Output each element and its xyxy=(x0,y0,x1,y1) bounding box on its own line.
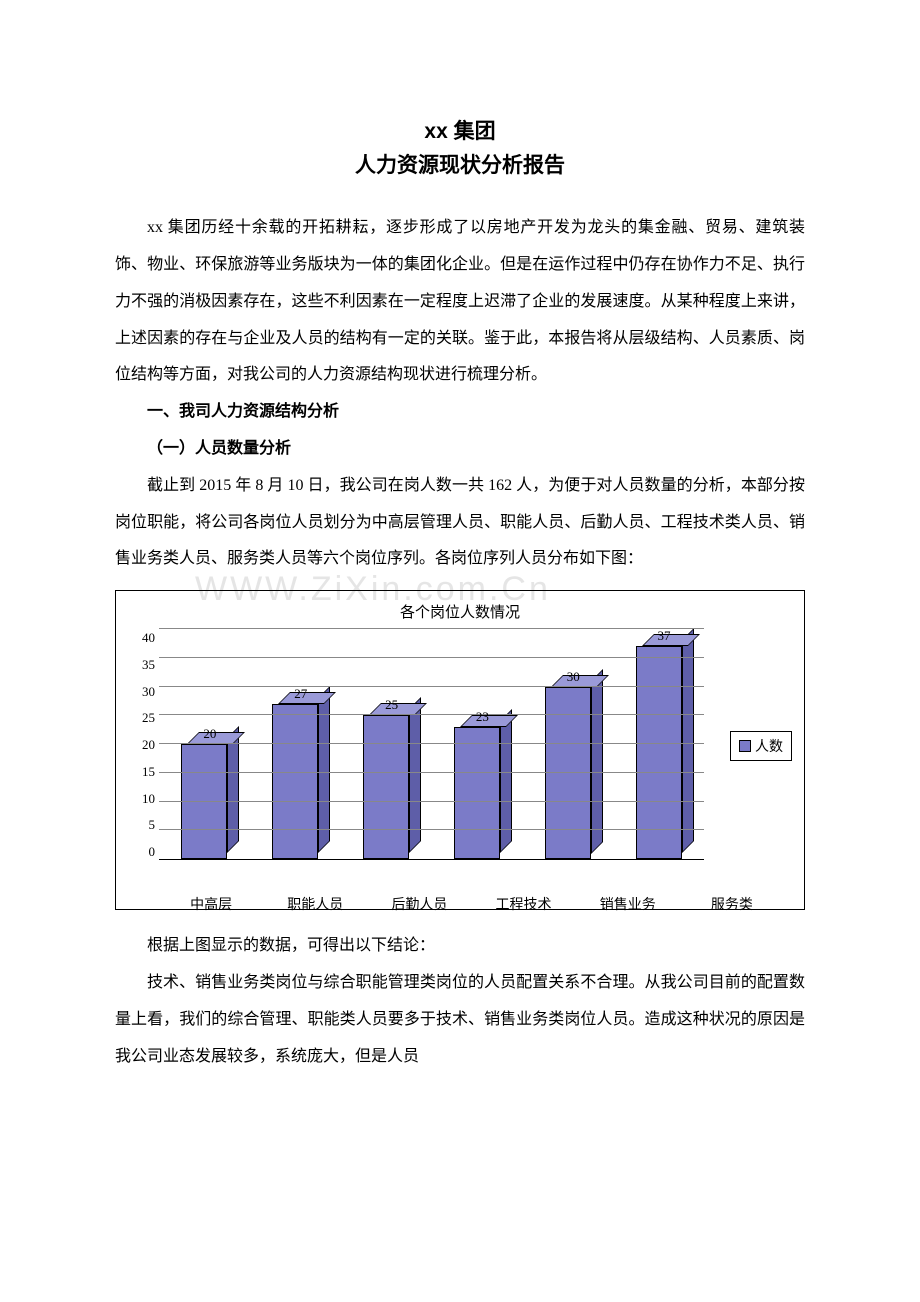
bar-value-label: 37 xyxy=(658,628,671,644)
gridline xyxy=(159,686,704,687)
bar-side-face xyxy=(318,686,330,853)
chart-plot-area: 40 35 30 25 20 15 10 5 0 20 27 25 23 30 37 xyxy=(124,630,796,890)
legend-label: 人数 xyxy=(755,736,783,756)
y-tick-label: 30 xyxy=(142,684,155,700)
doc-title-line2: 人力资源现状分析报告 xyxy=(115,149,805,183)
gridline xyxy=(159,657,704,658)
x-axis-label: 工程技术 xyxy=(488,894,560,914)
heading-1: 一、我司人力资源结构分析 xyxy=(115,394,805,431)
document-page: xx 集团 人力资源现状分析报告 xx 集团历经十余载的开拓耕耘，逐步形成了以房… xyxy=(115,115,805,1075)
heading-2: （一）人员数量分析 xyxy=(115,431,805,468)
gridline xyxy=(159,772,704,773)
gridline xyxy=(159,801,704,802)
bar-side-face xyxy=(682,628,694,853)
bar-side-face xyxy=(591,669,603,854)
bar-value-label: 25 xyxy=(385,697,398,713)
doc-title-line1: xx 集团 xyxy=(115,115,805,149)
y-tick-label: 40 xyxy=(142,630,155,646)
bar-group: 23 xyxy=(441,727,513,859)
bar-value-label: 30 xyxy=(567,669,580,685)
y-tick-label: 0 xyxy=(149,844,156,860)
body-section: xx 集团历经十余载的开拓耕耘，逐步形成了以房地产开发为龙头的集金融、贸易、建筑… xyxy=(115,210,805,578)
headcount-chart: 各个岗位人数情况 4035302520151050 202725233037 中… xyxy=(115,590,805,910)
intro-paragraph: xx 集团历经十余载的开拓耕耘，逐步形成了以房地产开发为龙头的集金融、贸易、建筑… xyxy=(115,210,805,394)
bar-front xyxy=(363,715,409,859)
y-tick-label: 5 xyxy=(149,817,156,833)
y-tick-label: 10 xyxy=(142,791,155,807)
bar-side-face xyxy=(500,709,512,853)
bar: 25 xyxy=(363,715,409,859)
gridline xyxy=(159,628,704,629)
x-axis-label: 职能人员 xyxy=(279,894,351,914)
body-section-2: 根据上图显示的数据，可得出以下结论： 技术、销售业务类岗位与综合职能管理类岗位的… xyxy=(115,928,805,1075)
x-axis-label: 服务类 xyxy=(696,894,768,914)
bar-front xyxy=(454,727,500,859)
paragraph-2: 截止到 2015 年 8 月 10 日，我公司在岗人数一共 162 人，为便于对… xyxy=(115,468,805,578)
chart-plot-region: 20 27 25 23 30 37 xyxy=(159,630,704,860)
bar: 23 xyxy=(454,727,500,859)
bar-group: 27 xyxy=(259,704,331,859)
legend-swatch xyxy=(739,740,751,752)
chart-title: 各个岗位人数情况 xyxy=(124,601,796,622)
bar: 37 xyxy=(636,646,682,859)
bar-group: 30 xyxy=(532,687,604,860)
y-tick-label: 35 xyxy=(142,657,155,673)
bar-value-label: 23 xyxy=(476,709,489,725)
bar-value-label: 27 xyxy=(294,686,307,702)
bar-side-face xyxy=(227,726,239,853)
bar-front xyxy=(181,744,227,859)
y-tick-label: 25 xyxy=(142,710,155,726)
chart-bars: 20 27 25 23 30 37 xyxy=(159,630,704,859)
x-axis-label: 中高层 xyxy=(175,894,247,914)
chart-legend: 人数 xyxy=(730,731,792,761)
chart-y-axis: 40 35 30 25 20 15 10 5 0 xyxy=(124,630,159,860)
y-tick-label: 15 xyxy=(142,764,155,780)
bar-front xyxy=(636,646,682,859)
gridline xyxy=(159,829,704,830)
x-axis-label: 后勤人员 xyxy=(383,894,455,914)
y-tick-label: 20 xyxy=(142,737,155,753)
bar: 27 xyxy=(272,704,318,859)
bar-group: 20 xyxy=(168,744,240,859)
x-axis-label: 销售业务 xyxy=(592,894,664,914)
bar-group: 25 xyxy=(350,715,422,859)
bar: 20 xyxy=(181,744,227,859)
bar-group: 37 xyxy=(623,646,695,859)
paragraph-4: 技术、销售业务类岗位与综合职能管理类岗位的人员配置关系不合理。从我公司目前的配置… xyxy=(115,965,805,1075)
bar-front xyxy=(545,687,591,860)
chart-x-labels: 中高层 职能人员 后勤人员 工程技术 销售业务 服务类 xyxy=(159,894,784,914)
gridline xyxy=(159,714,704,715)
gridline xyxy=(159,743,704,744)
paragraph-3: 根据上图显示的数据，可得出以下结论： xyxy=(115,928,805,965)
bar-value-label: 20 xyxy=(203,726,216,742)
bar: 30 xyxy=(545,687,591,860)
bar-front xyxy=(272,704,318,859)
